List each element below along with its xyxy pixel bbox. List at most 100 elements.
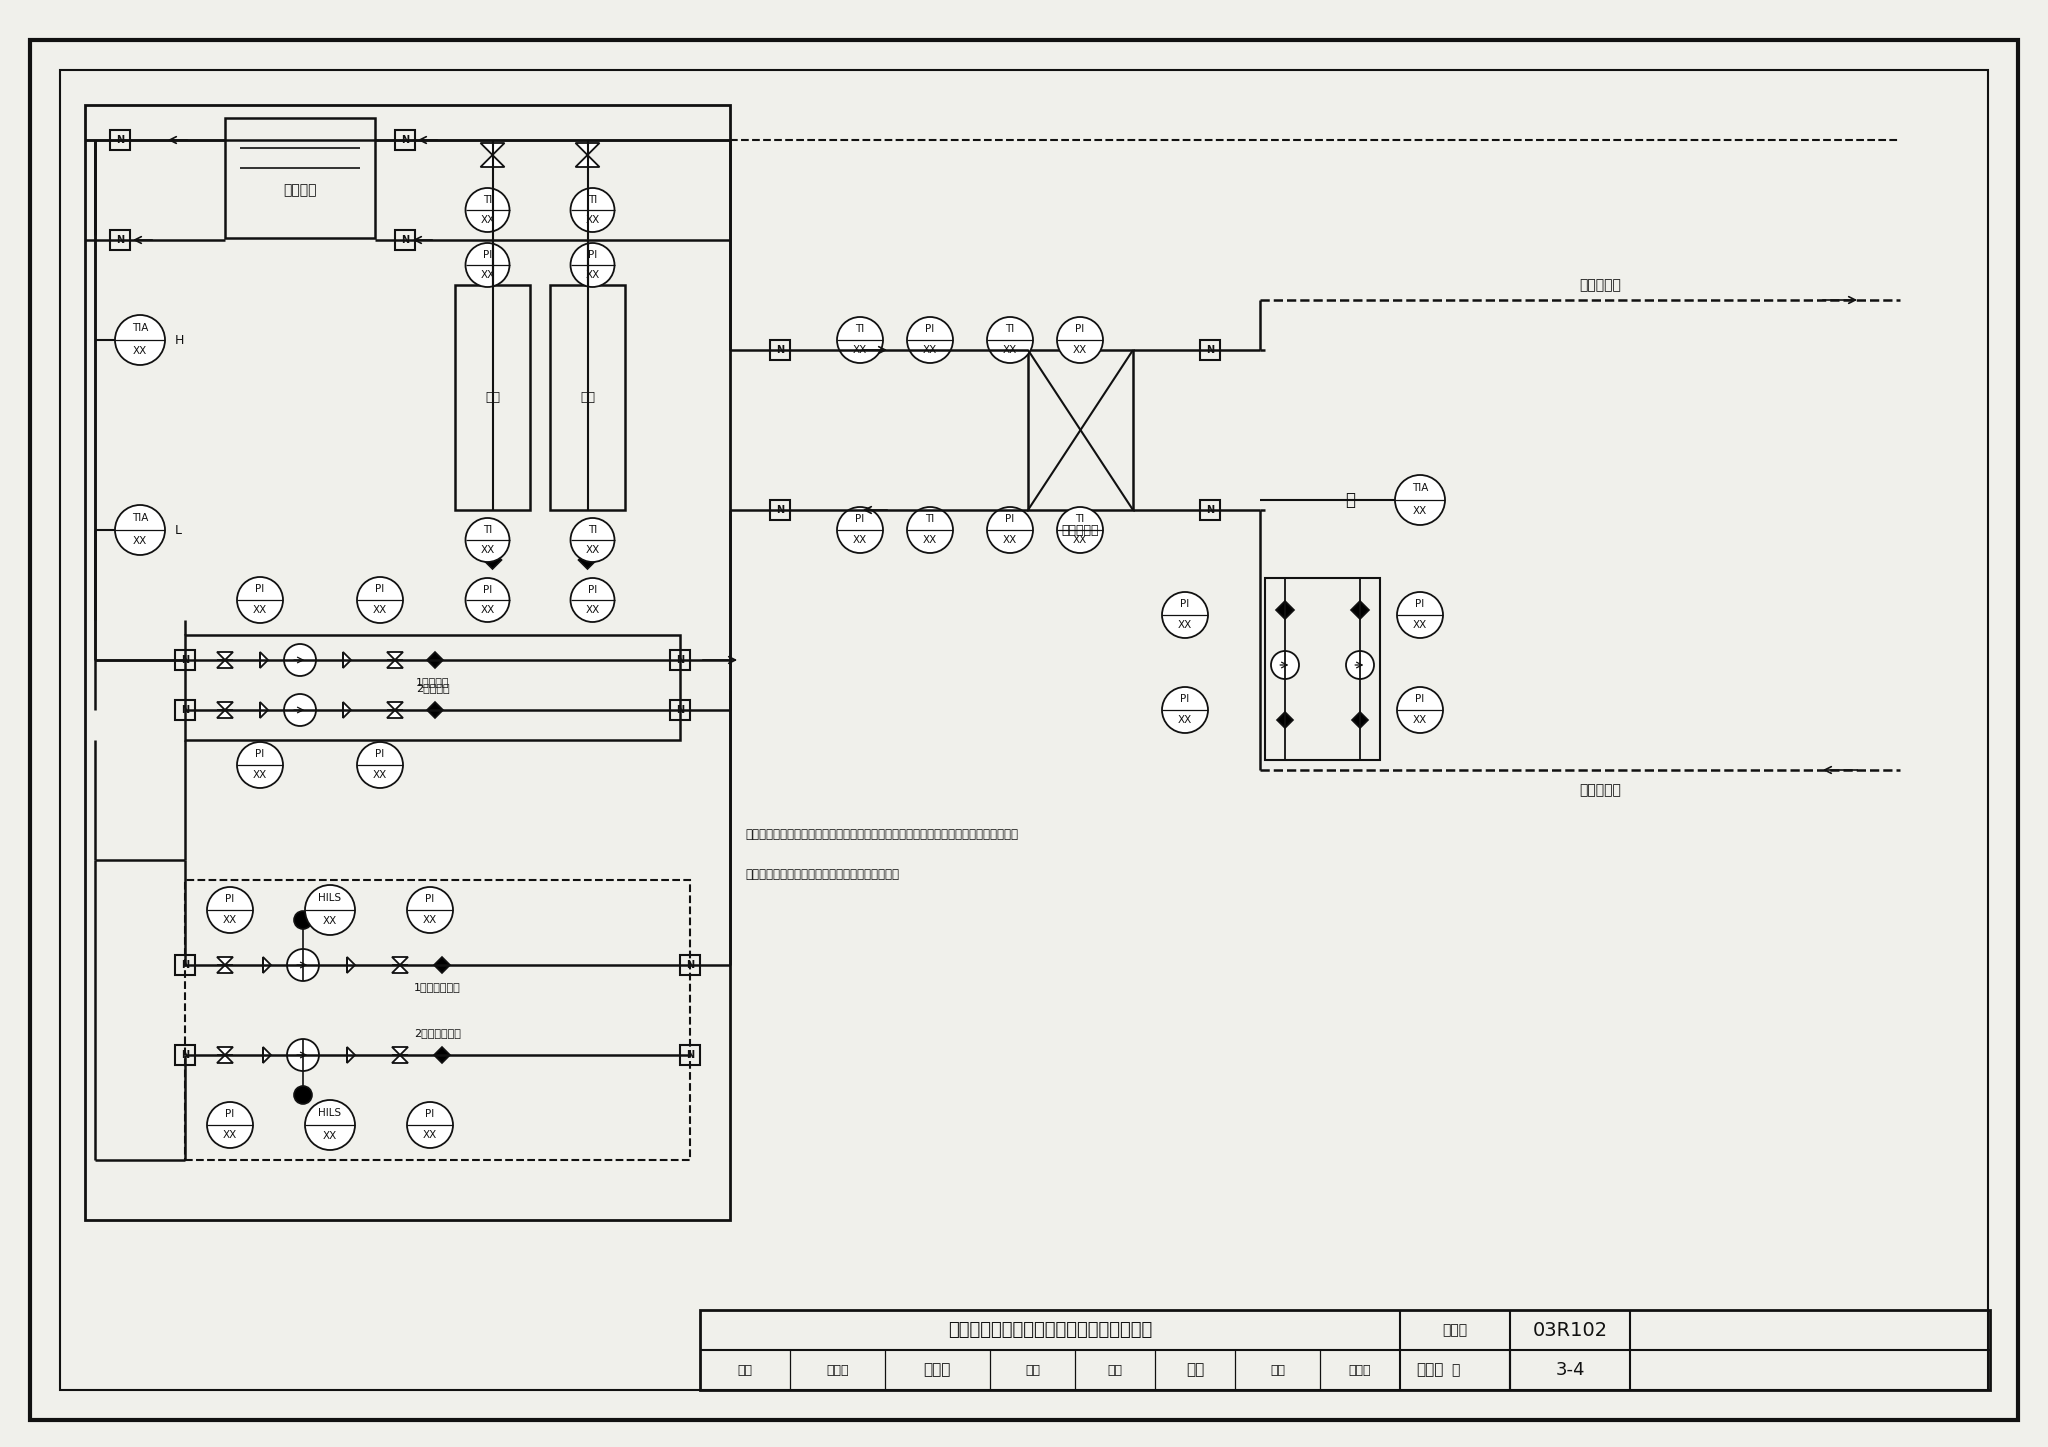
Text: N: N (776, 505, 784, 515)
Polygon shape (1352, 601, 1368, 619)
Circle shape (1161, 687, 1208, 734)
Polygon shape (575, 155, 600, 166)
Circle shape (285, 644, 315, 676)
Text: TI: TI (588, 195, 598, 204)
Circle shape (408, 1103, 453, 1147)
Text: N: N (686, 959, 694, 969)
Bar (395, 130, 416, 150)
Text: XX: XX (481, 546, 496, 554)
Bar (670, 700, 690, 721)
Text: PI: PI (225, 1110, 236, 1119)
Circle shape (408, 887, 453, 933)
Circle shape (207, 1103, 254, 1147)
Circle shape (571, 188, 614, 232)
Text: XX: XX (1073, 346, 1087, 356)
Circle shape (1161, 592, 1208, 638)
Bar (770, 501, 791, 519)
Text: 说明：变频泵根据板式换热器出口温度调节变频泵转速，使流进入板式换热器热水流量，: 说明：变频泵根据板式换热器出口温度调节变频泵转速，使流进入板式换热器热水流量， (745, 829, 1018, 842)
Text: XX: XX (422, 1130, 436, 1140)
Text: PI: PI (256, 750, 264, 760)
Circle shape (305, 1100, 354, 1150)
Text: XX: XX (1073, 535, 1087, 546)
Circle shape (115, 505, 166, 556)
Bar (225, 119, 375, 237)
Text: 沈晓杰: 沈晓杰 (1417, 1363, 1444, 1378)
Text: HILS: HILS (317, 893, 342, 903)
Text: PI: PI (1180, 599, 1190, 609)
Text: 2号变频供热泵: 2号变频供热泵 (414, 1027, 461, 1037)
Polygon shape (578, 551, 596, 569)
Text: TI: TI (483, 195, 492, 204)
Circle shape (465, 518, 510, 561)
Circle shape (465, 577, 510, 622)
Circle shape (1395, 475, 1446, 525)
Text: XX: XX (481, 271, 496, 279)
Polygon shape (483, 551, 502, 569)
Circle shape (287, 1039, 319, 1071)
Circle shape (285, 695, 315, 726)
Text: XX: XX (1178, 715, 1192, 725)
Polygon shape (391, 956, 408, 965)
Circle shape (1397, 592, 1444, 638)
Bar (174, 650, 195, 670)
Circle shape (907, 506, 952, 553)
Text: PI: PI (483, 250, 492, 259)
Text: N: N (401, 234, 410, 245)
Polygon shape (342, 653, 350, 669)
Text: PI: PI (1180, 695, 1190, 705)
Polygon shape (434, 956, 451, 972)
Text: PI: PI (483, 585, 492, 595)
Text: PI: PI (375, 585, 385, 595)
Text: N: N (180, 655, 188, 666)
Polygon shape (1278, 712, 1292, 728)
Text: 魏新全: 魏新全 (924, 1363, 950, 1378)
Text: PI: PI (1415, 695, 1425, 705)
Text: TI: TI (588, 525, 598, 534)
Polygon shape (1276, 601, 1294, 619)
Text: XX: XX (373, 770, 387, 780)
Text: XX: XX (1413, 621, 1427, 631)
Text: XX: XX (586, 271, 600, 279)
Polygon shape (481, 155, 504, 166)
Text: XX: XX (223, 1130, 238, 1140)
Bar (111, 130, 129, 150)
Circle shape (838, 506, 883, 553)
Text: XX: XX (586, 605, 600, 615)
Text: PI: PI (926, 324, 934, 334)
Polygon shape (217, 965, 233, 972)
Bar (551, 285, 625, 509)
Text: 03R102: 03R102 (1532, 1321, 1608, 1340)
Polygon shape (262, 956, 270, 972)
Text: PI: PI (588, 585, 598, 595)
Bar (670, 650, 690, 670)
Circle shape (115, 315, 166, 365)
Bar (395, 230, 416, 250)
Text: 使板式换热器出口采暖水温度保持在设定范围内。: 使板式换热器出口采暖水温度保持在设定范围内。 (745, 868, 899, 881)
Text: PI: PI (1075, 324, 1085, 334)
Text: XX: XX (324, 1132, 338, 1142)
Polygon shape (426, 702, 442, 718)
Circle shape (287, 949, 319, 981)
Polygon shape (434, 1048, 451, 1064)
Text: TIA: TIA (131, 323, 147, 333)
Bar (184, 880, 690, 1160)
Text: 页: 页 (1450, 1363, 1458, 1378)
Bar (1028, 350, 1133, 509)
Bar (184, 635, 680, 739)
Polygon shape (575, 143, 600, 155)
Circle shape (571, 577, 614, 622)
Text: PI: PI (588, 250, 598, 259)
Text: XX: XX (252, 605, 266, 615)
Text: 3-4: 3-4 (1554, 1362, 1585, 1379)
Text: N: N (180, 705, 188, 715)
Circle shape (1272, 651, 1298, 679)
Text: 板式换热器: 板式换热器 (1061, 524, 1098, 537)
Polygon shape (260, 702, 268, 718)
Text: 1号蓄热泵: 1号蓄热泵 (416, 677, 449, 687)
Text: 接采暖供水: 接采暖供水 (1579, 278, 1620, 292)
Text: XX: XX (852, 346, 866, 356)
Polygon shape (217, 702, 233, 710)
Text: N: N (1206, 344, 1214, 355)
Circle shape (238, 742, 283, 789)
Text: 图集号: 图集号 (1442, 1323, 1468, 1337)
